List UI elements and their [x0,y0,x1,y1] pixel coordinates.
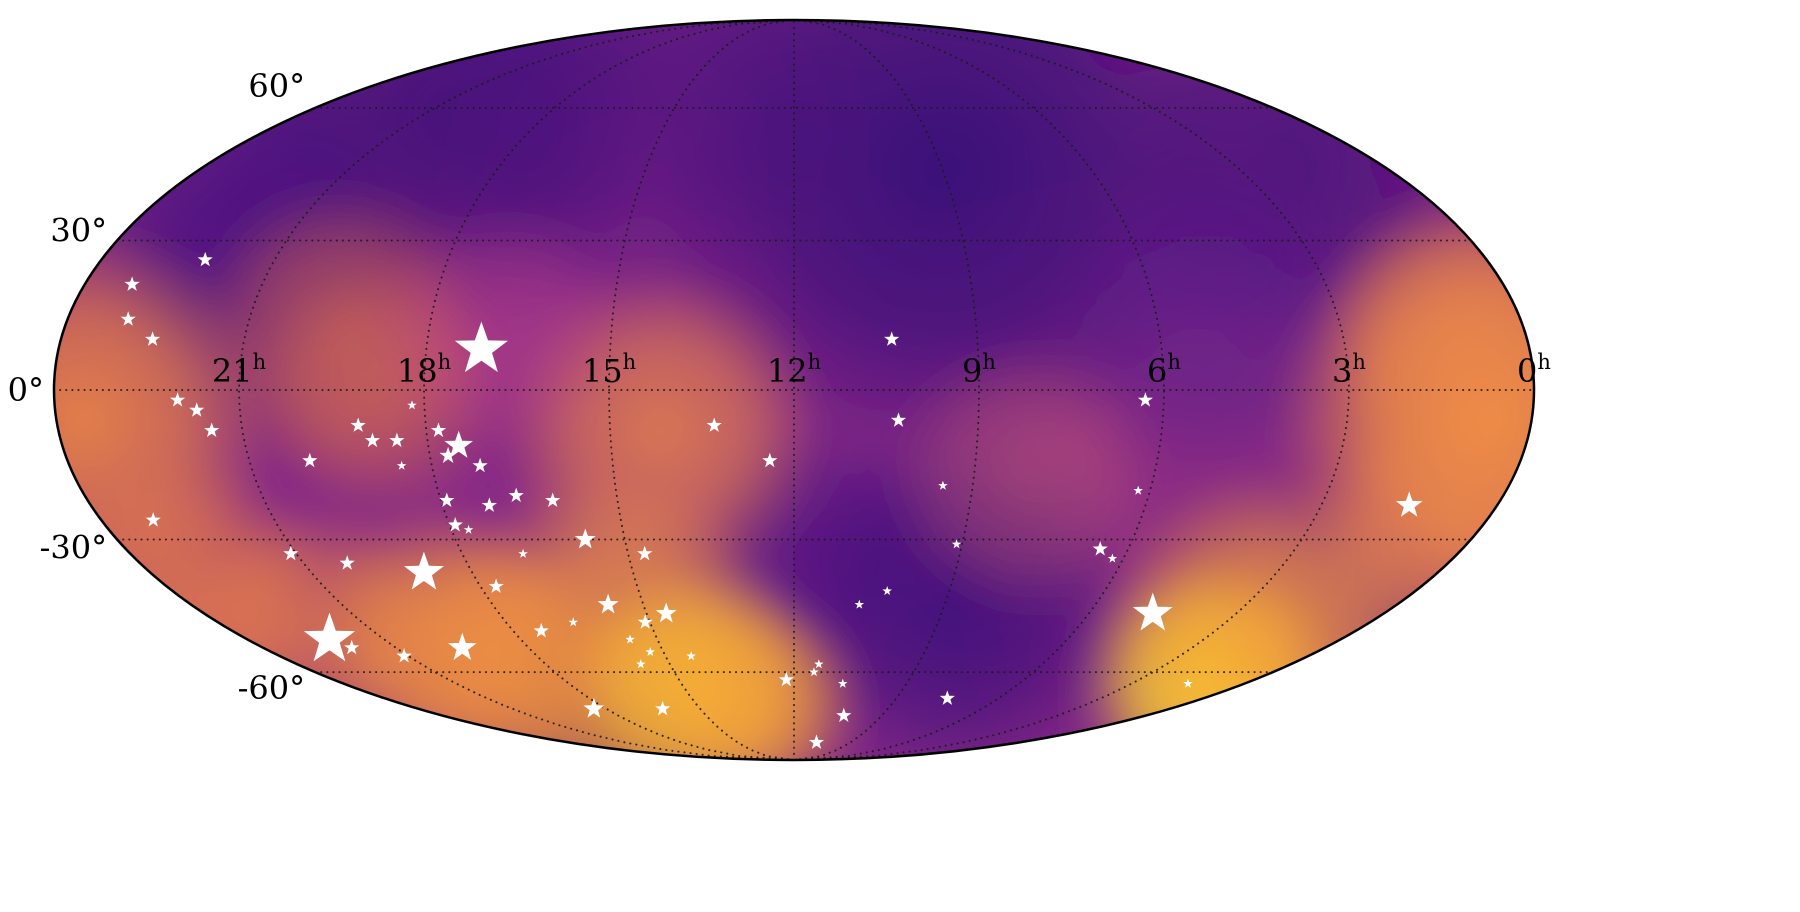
star-marker [938,480,948,490]
star-marker [1092,541,1108,556]
star-marker [447,517,463,532]
star-marker [407,400,417,410]
star-marker [303,612,356,662]
star-marker [339,555,355,570]
density-blob [402,20,875,312]
star-marker [655,602,677,623]
star-marker [545,492,561,507]
star-marker [1395,491,1423,517]
dec-tick-label: 30° [50,212,107,250]
star-marker [124,276,140,291]
star-marker [890,412,907,427]
star-marker [1137,392,1153,407]
star-marker [488,578,504,593]
star-marker [283,545,299,561]
ra-tick-label: 21h [212,350,266,390]
map-outline [52,18,1536,762]
density-blob [369,202,627,460]
star-marker [1183,678,1193,688]
star-marker [597,593,619,614]
star-marker [939,690,955,705]
star-marker [404,551,444,590]
ra-tick-label: 18h [397,350,451,390]
star-marker [439,446,457,463]
star-marker [583,697,605,718]
star-marker [778,671,794,687]
star-marker [1133,485,1143,495]
star-marker [189,402,205,417]
star-marker [204,422,220,437]
dec-tick-label: -30° [40,529,108,567]
dec-tick-label: 60° [248,67,305,105]
star-marker [636,659,646,669]
dec-tick-label: -60° [238,669,306,707]
star-marker [686,651,696,661]
star-marker [439,492,455,507]
star-marker [655,700,671,716]
star-marker [350,417,366,432]
star-marker [463,524,474,534]
star-marker [637,614,653,629]
density-blob [883,339,1163,619]
star-marker [814,659,824,669]
star-marker [518,548,528,558]
star-marker [389,432,405,448]
ra-tick-label: 9h [962,350,996,390]
ra-tick-label: 12h [767,350,821,390]
star-marker [645,647,655,656]
star-marker [170,392,186,407]
star-marker [344,639,360,655]
star-marker [882,586,892,596]
ra-tick-label: 0h [1517,350,1551,390]
star-marker [472,457,488,473]
star-marker [637,545,653,561]
star-marker [508,487,524,503]
star-marker [145,512,161,527]
ra-tick-label: 3h [1332,350,1366,390]
density-blob [1320,191,1534,471]
star-marker [145,331,161,346]
star-marker [454,321,508,373]
star-marker [533,622,549,638]
star-marker [120,311,136,326]
star-marker [951,539,962,549]
graticule-meridian [793,20,1166,760]
star-marker [1107,553,1118,563]
star-marker [396,460,407,470]
star-marker [854,599,865,609]
star-marker [1132,592,1173,631]
star-marker [197,251,213,267]
dec-tick-label: 0° [8,371,44,409]
star-marker [838,678,848,688]
graticule-meridian [422,20,795,760]
star-marker [836,707,852,723]
density-blob [649,597,865,760]
star-marker [706,417,722,432]
star-marker [364,432,381,448]
star-marker [574,528,596,549]
star-marker [481,497,497,512]
ra-tick-label: 15h [582,350,636,390]
star-marker [448,632,477,660]
star-marker [808,734,825,749]
star-marker [302,452,318,468]
star-marker [568,617,578,627]
star-marker [809,667,819,677]
star-marker [762,452,778,468]
ra-tick-label: 6h [1147,350,1181,390]
star-marker [430,422,447,437]
star-marker [444,430,473,458]
star-marker [396,648,412,663]
star-marker [625,634,635,644]
star-marker [884,331,900,346]
